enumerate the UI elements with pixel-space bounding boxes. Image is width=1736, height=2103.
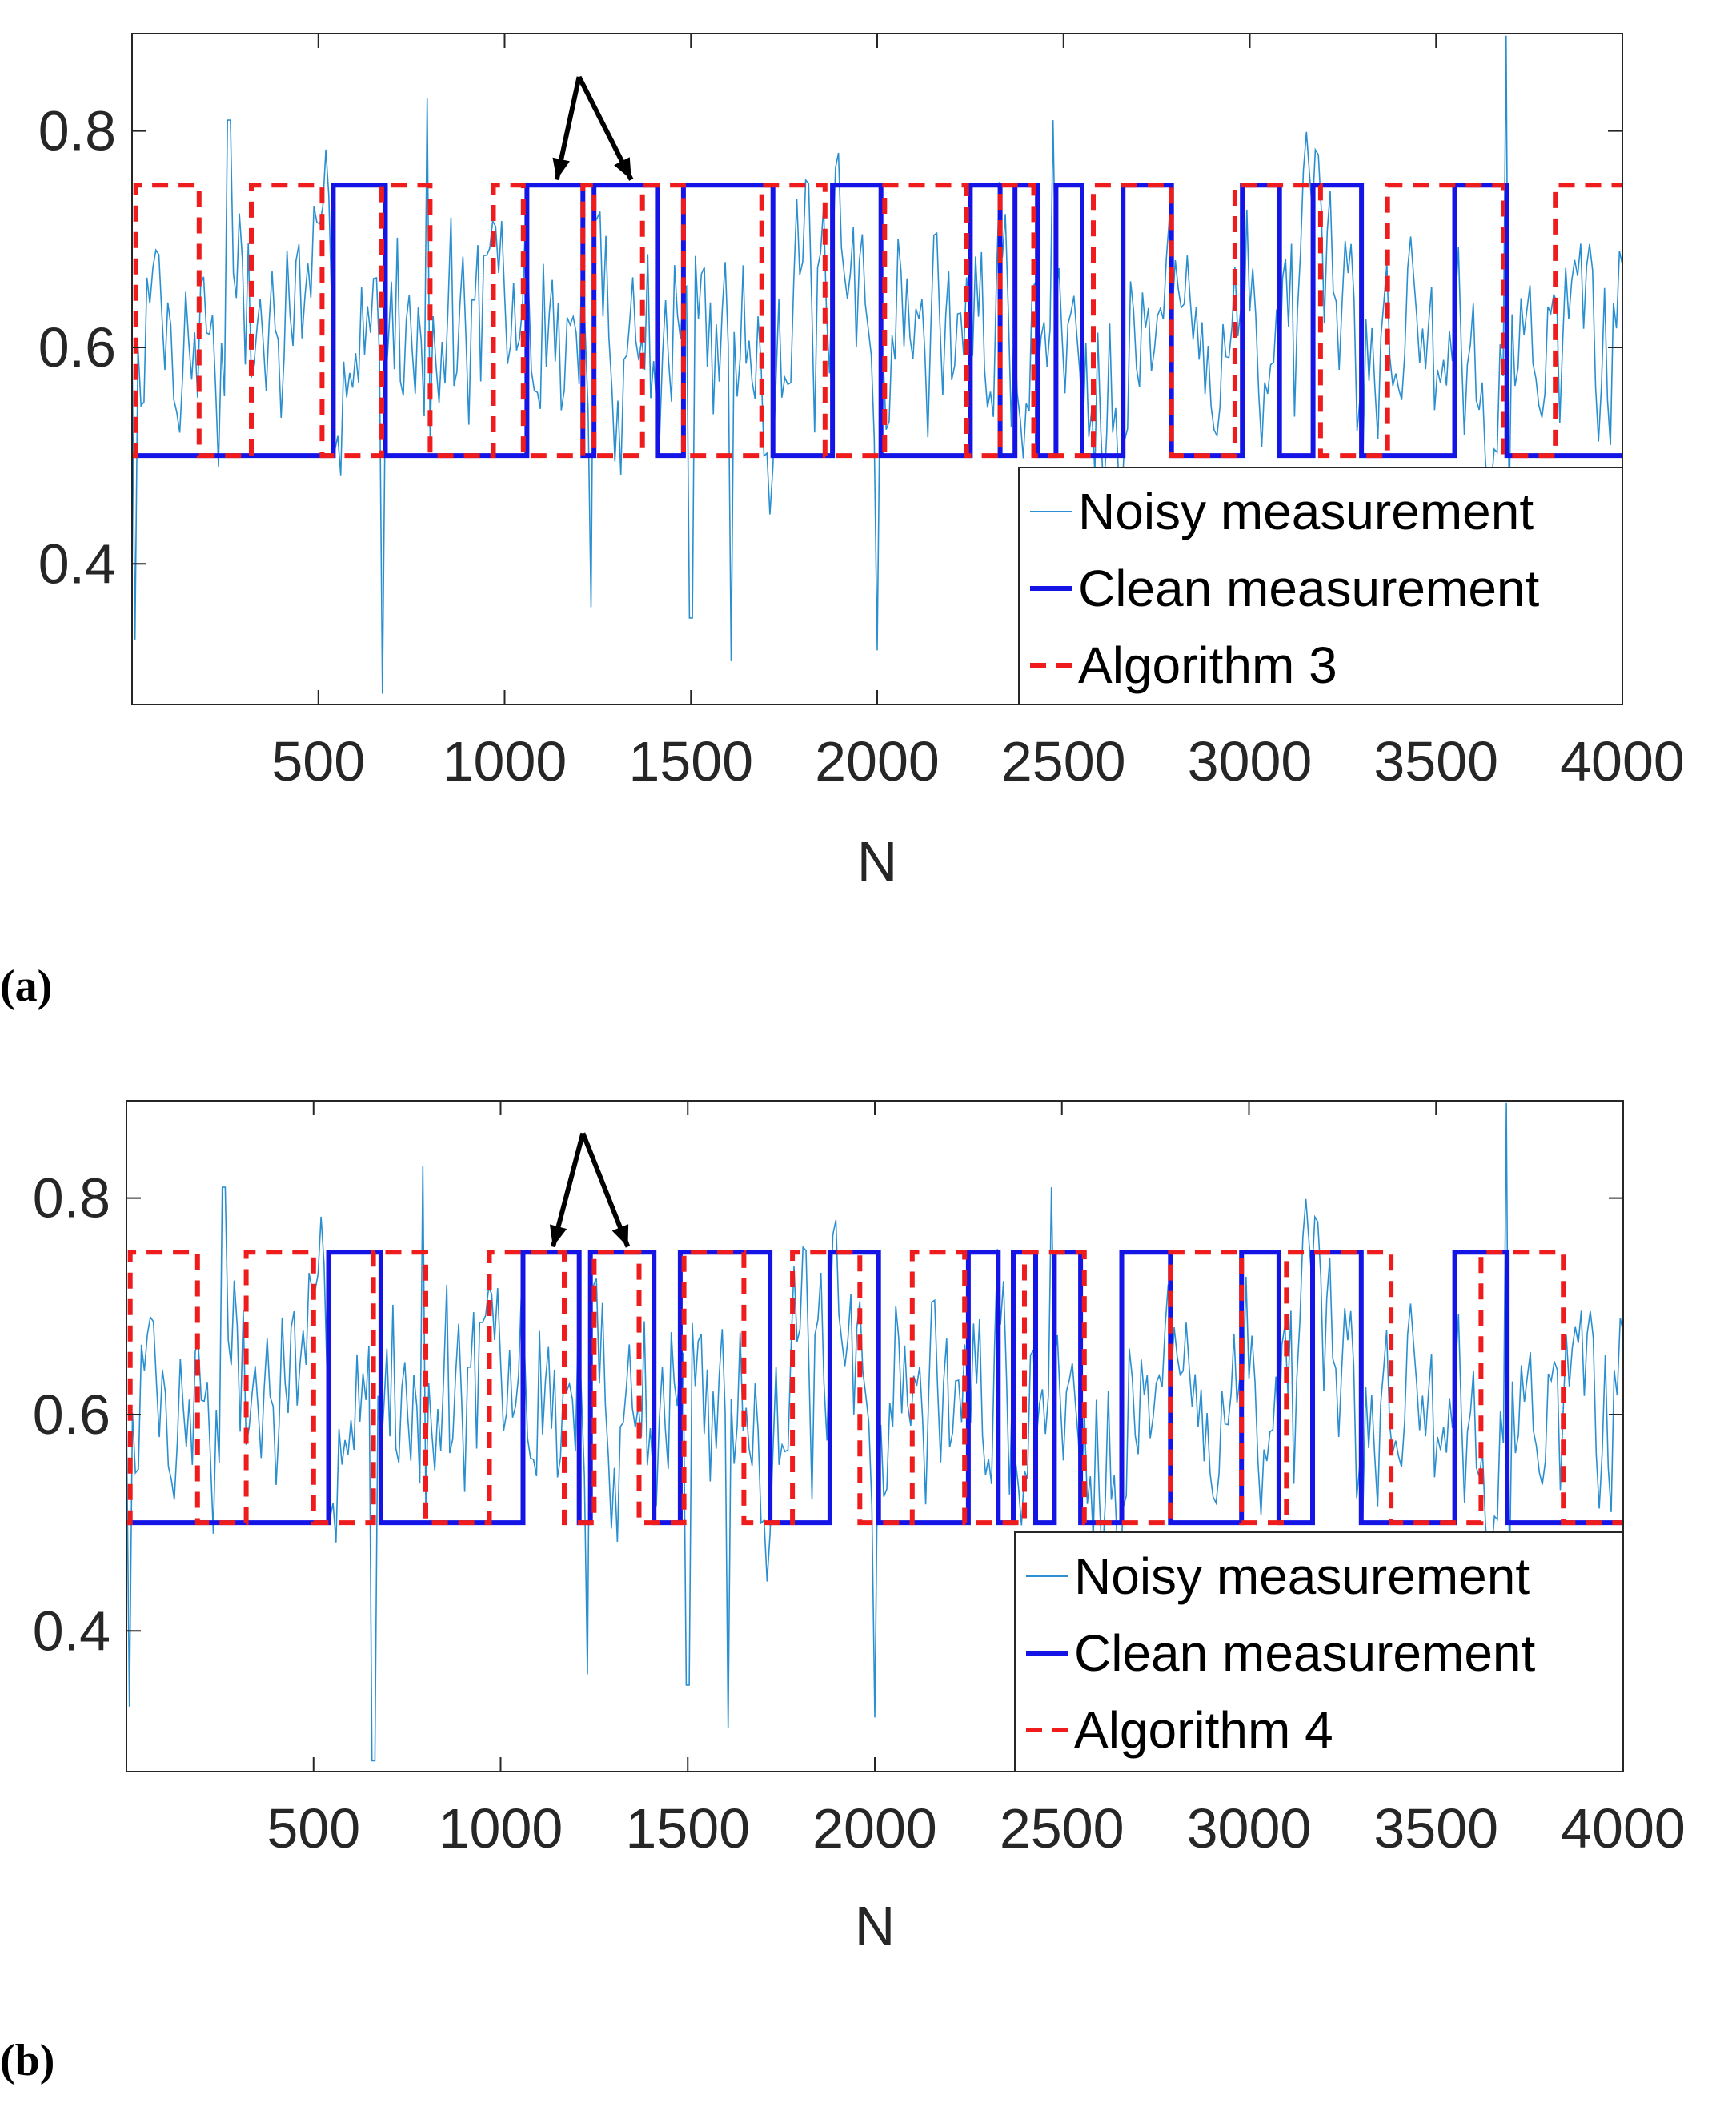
legend-label: Clean measurement bbox=[1078, 560, 1540, 617]
chart-a: 500 1000 1500 2000 2500 3000 3500 4000 0.4 0.6 0.8… bbox=[0, 33, 1685, 1011]
series-noisy-measurement bbox=[126, 1102, 1623, 1762]
x-tick-label: 500 bbox=[271, 730, 365, 793]
x-tick-label: 1500 bbox=[628, 730, 753, 793]
x-tick-label: 2000 bbox=[815, 730, 940, 793]
x-tick-label: 3500 bbox=[1373, 1797, 1498, 1860]
y-tick-label: 0.6 bbox=[33, 1383, 110, 1446]
y-tick-label: 0.4 bbox=[38, 532, 116, 595]
legend-box bbox=[1018, 467, 1623, 705]
panel-label-a: (a) bbox=[0, 961, 52, 1011]
annotation-arrowhead-2 bbox=[614, 157, 631, 180]
x-tick-label: 3500 bbox=[1373, 730, 1498, 793]
x-tick-label: 1500 bbox=[625, 1797, 750, 1860]
y-tick-label: 0.4 bbox=[33, 1599, 110, 1662]
legend-label: Noisy measurement bbox=[1078, 483, 1534, 540]
series-clean-measurement bbox=[132, 183, 1622, 459]
panel-b: 500 1000 1500 2000 2500 3000 3500 4000 0.4 0.6 0.8… bbox=[0, 1065, 1736, 2103]
x-tick-label: 4000 bbox=[1561, 1797, 1686, 1860]
x-axis-label: N bbox=[857, 830, 898, 893]
x-tick-label: 2500 bbox=[1001, 730, 1126, 793]
legend-label: Noisy measurement bbox=[1074, 1547, 1530, 1605]
series-clean-measurement bbox=[126, 1250, 1623, 1526]
annotation-arrowhead-1 bbox=[552, 157, 570, 180]
y-tick-label: 0.8 bbox=[38, 100, 116, 163]
x-tick-label: 3000 bbox=[1188, 730, 1313, 793]
annotation-arrowhead-2 bbox=[611, 1224, 629, 1247]
legend-label: Algorithm 4 bbox=[1074, 1701, 1333, 1759]
x-tick-label: 4000 bbox=[1560, 730, 1685, 793]
series-algorithm bbox=[126, 1250, 1623, 1526]
x-tick-label: 1000 bbox=[443, 730, 567, 793]
chart-b: 500 1000 1500 2000 2500 3000 3500 4000 0.4 0.6 0.8… bbox=[0, 1100, 1686, 2085]
legend-label: Clean measurement bbox=[1074, 1624, 1536, 1682]
panel-label-b: (b) bbox=[0, 2036, 54, 2085]
x-tick-label: 3000 bbox=[1187, 1797, 1312, 1860]
series-noisy-measurement bbox=[132, 35, 1622, 694]
series-algorithm bbox=[132, 183, 1622, 459]
y-tick-label: 0.6 bbox=[38, 316, 116, 379]
annotation-arrowhead-1 bbox=[549, 1224, 567, 1247]
panel-a: 500 1000 1500 2000 2500 3000 3500 4000 0.4 0.6 0.8… bbox=[0, 0, 1736, 1049]
x-tick-label: 1000 bbox=[439, 1797, 563, 1860]
x-axis-label: N bbox=[855, 1895, 896, 1957]
x-tick-label: 2500 bbox=[1000, 1797, 1125, 1860]
legend-label: Algorithm 3 bbox=[1078, 636, 1337, 694]
y-tick-label: 0.8 bbox=[33, 1167, 110, 1230]
x-tick-label: 500 bbox=[267, 1797, 360, 1860]
legend-box bbox=[1014, 1531, 1624, 1772]
x-tick-label: 2000 bbox=[812, 1797, 937, 1860]
